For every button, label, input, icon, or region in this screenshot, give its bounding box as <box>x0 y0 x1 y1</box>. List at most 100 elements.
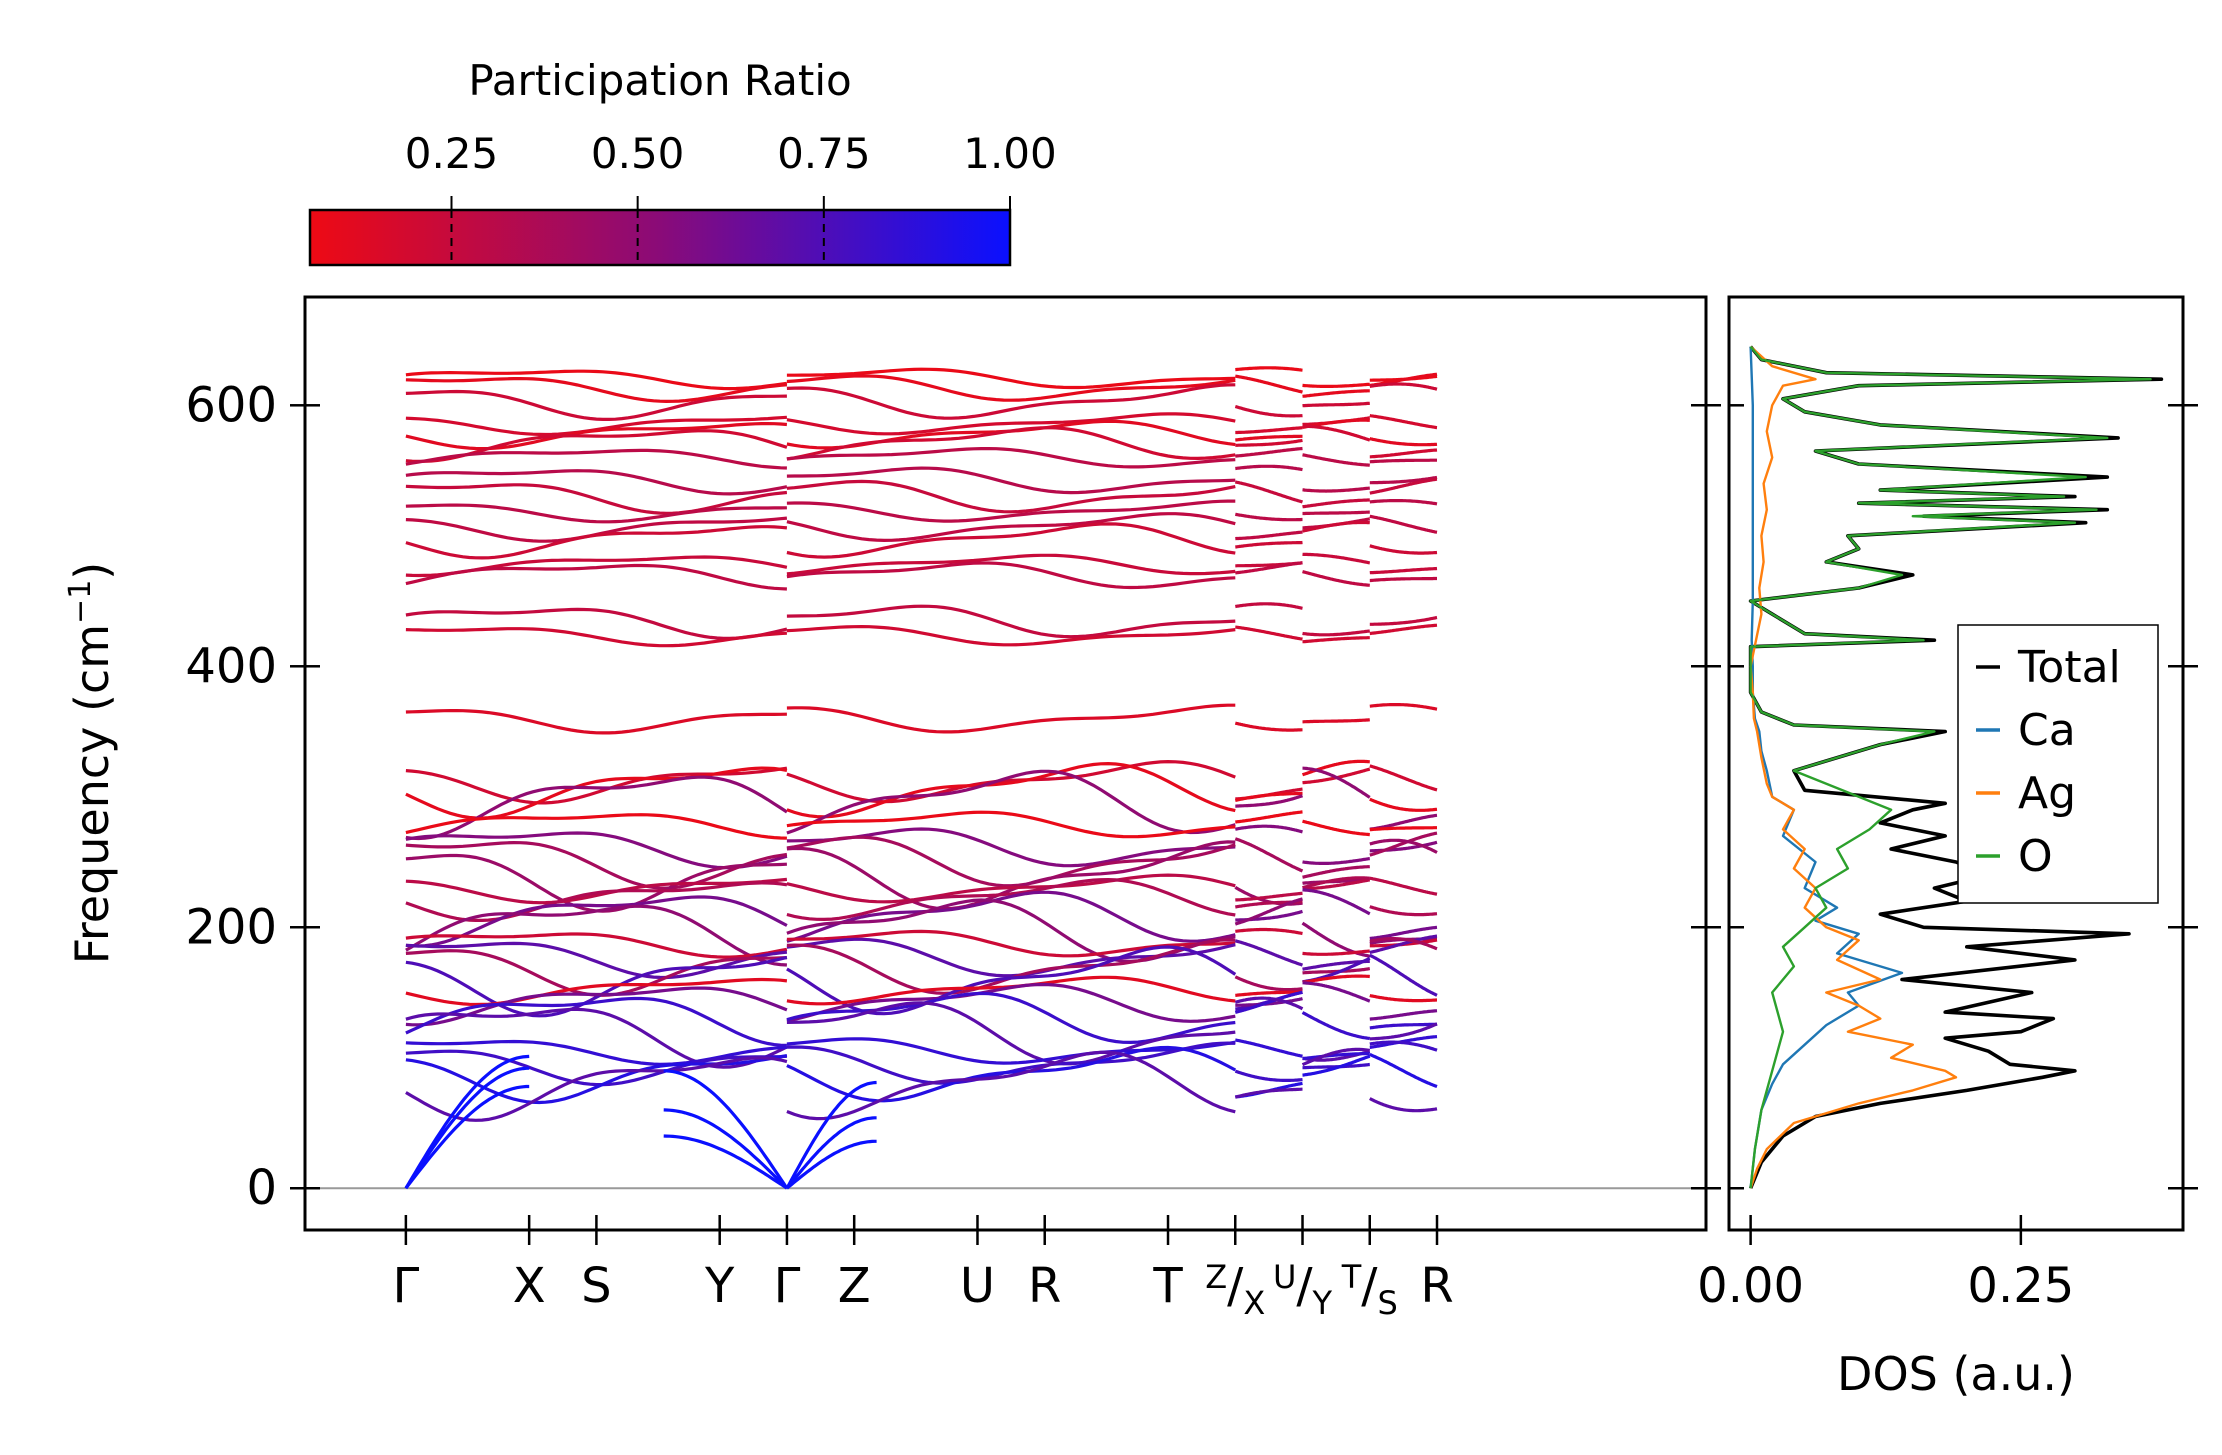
band-line <box>405 813 787 840</box>
band-line <box>1369 414 1438 430</box>
band-line <box>786 759 1236 804</box>
band-line <box>786 890 1236 943</box>
kpoint-label: Y <box>704 1258 735 1314</box>
band-line <box>786 1037 1236 1065</box>
band-line <box>1235 374 1303 394</box>
band-line <box>1234 975 1303 992</box>
band-line <box>786 466 1236 495</box>
band-line <box>405 483 788 515</box>
band-line <box>1369 826 1437 832</box>
band-line <box>1369 437 1438 447</box>
band-line <box>405 831 788 870</box>
band-line <box>1235 540 1303 549</box>
band-line <box>1369 1052 1438 1089</box>
band-line <box>1235 990 1303 997</box>
kpoint-label-lower: Y <box>1312 1284 1333 1322</box>
colorbar-gradient <box>308 208 1012 267</box>
kpoint-label: T/S <box>1341 1258 1398 1322</box>
band-line <box>1302 766 1371 799</box>
band-line <box>1369 623 1438 636</box>
band-line <box>1235 446 1303 458</box>
band-line <box>1302 865 1370 879</box>
band-line <box>786 561 1236 590</box>
kpoint-label-lower: S <box>1377 1284 1397 1322</box>
band-line <box>1369 576 1437 583</box>
acoustic-branch <box>785 1116 877 1190</box>
dos-lines <box>1748 345 2164 1189</box>
band-line <box>1369 838 1438 854</box>
kpoint-label-slash: / <box>1296 1258 1313 1314</box>
kpoint-label: Z/X <box>1205 1258 1265 1322</box>
band-line <box>1369 477 1438 495</box>
band-line <box>1302 498 1370 509</box>
band-y-ticks: 0 200 400 600 <box>185 377 1721 1216</box>
band-line <box>405 607 788 641</box>
y-axis-label: Frequency (cm−1) <box>63 562 119 965</box>
band-line <box>1302 1054 1371 1077</box>
band-line <box>405 766 788 805</box>
band-line <box>1302 718 1370 724</box>
band-line <box>1302 974 1370 984</box>
band-line <box>1302 453 1370 467</box>
band-line <box>405 955 788 1018</box>
band-line <box>1302 888 1371 916</box>
band-line <box>1369 905 1438 917</box>
band-line <box>1235 512 1303 522</box>
band-y-tick-label: 400 <box>185 638 277 694</box>
kpoint-label-lower: X <box>1243 1284 1265 1322</box>
dos-series-o <box>1749 345 2152 1189</box>
colorbar-tick-label: 0.75 <box>777 129 871 178</box>
band-line <box>786 769 1236 835</box>
band-line <box>1369 876 1438 896</box>
colorbar: Participation Ratio 0.25 0.50 0.75 1.00 <box>308 56 1057 267</box>
acoustic-branch <box>663 1069 789 1190</box>
legend-label: Ca <box>2018 705 2076 756</box>
band-line <box>405 932 788 959</box>
band-line <box>1234 939 1304 967</box>
band-line <box>405 977 788 1007</box>
band-line <box>405 563 787 591</box>
band-lines <box>305 366 1706 1190</box>
band-line <box>1302 552 1371 565</box>
colorbar-tick-labels: 0.25 0.50 0.75 1.00 <box>405 129 1057 178</box>
band-line <box>1302 510 1370 516</box>
band-line <box>1235 625 1303 641</box>
band-line <box>786 383 1236 420</box>
band-line <box>405 996 787 1047</box>
band-line <box>1302 401 1370 408</box>
band-y-tick-label: 600 <box>185 377 277 433</box>
kpoint-label: S <box>581 1258 611 1314</box>
band-x-ticks: Γ X S Y Γ Z U R T Z/XU/YT/S R <box>392 1215 1454 1322</box>
colorbar-tick-label: 0.25 <box>405 129 499 178</box>
band-line <box>405 377 788 404</box>
band-line <box>786 873 1236 904</box>
band-line <box>1369 831 1438 857</box>
band-line <box>1369 993 1437 1003</box>
colorbar-title: Participation Ratio <box>468 56 851 105</box>
band-line <box>1369 1009 1438 1021</box>
band-line <box>1235 530 1303 541</box>
y-axis-label-text: Frequency (cm <box>65 624 119 964</box>
band-line <box>786 1050 1236 1121</box>
kpoint-label: Z <box>838 1258 871 1314</box>
band-line <box>405 469 788 496</box>
acoustic-branch <box>785 1139 877 1190</box>
band-line <box>786 1045 1237 1103</box>
dos-axes-frame <box>1727 295 2185 1232</box>
band-line <box>1235 426 1303 435</box>
band-line <box>405 422 788 451</box>
band-line <box>1235 366 1303 372</box>
band-line <box>1302 570 1370 587</box>
band-line <box>1235 824 1303 834</box>
band-line <box>786 426 1236 461</box>
band-line <box>1369 1097 1438 1113</box>
band-y-tick-label: 200 <box>185 899 277 955</box>
band-line <box>1369 1022 1437 1030</box>
band-line <box>786 367 1236 390</box>
band-line <box>1302 389 1370 398</box>
band-line <box>786 412 1236 436</box>
band-line <box>1369 934 1438 955</box>
acoustic-branch <box>404 1054 530 1190</box>
kpoint-label: Γ <box>392 1258 419 1314</box>
